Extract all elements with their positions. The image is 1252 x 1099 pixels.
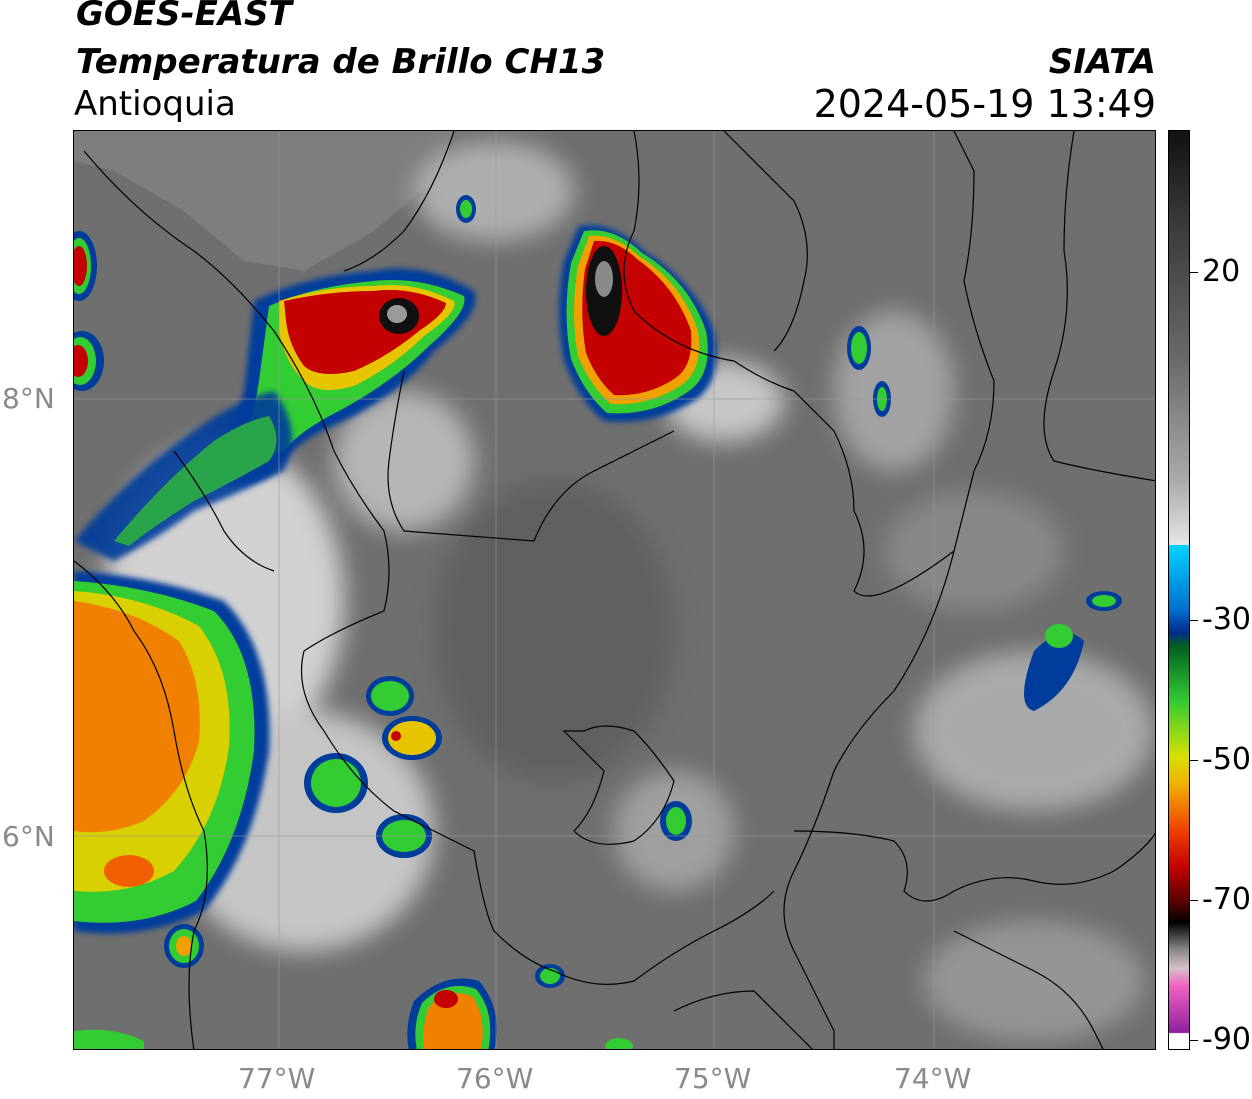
brand-label: SIATA bbox=[1048, 42, 1156, 82]
lon-label-76: 76°W bbox=[456, 1062, 534, 1095]
map-canvas bbox=[74, 131, 1155, 1049]
colorbar-tick-minus90 bbox=[1190, 1040, 1198, 1041]
small-cells bbox=[74, 195, 1122, 1049]
satellite-title: GOES-EAST bbox=[76, 0, 292, 34]
boundaries bbox=[74, 131, 1155, 1049]
colorbar-label-minus30: -30 bbox=[1202, 602, 1251, 637]
colorbar-gradient bbox=[1169, 131, 1189, 1049]
graticule bbox=[74, 131, 1155, 1049]
timestamp-label: 2024-05-19 13:49 bbox=[813, 82, 1156, 126]
lon-label-75: 75°W bbox=[674, 1062, 752, 1095]
satellite-map[interactable] bbox=[73, 130, 1156, 1050]
colorbar-tick-20 bbox=[1190, 272, 1198, 273]
colorbar-tick-minus30 bbox=[1190, 620, 1198, 621]
colorbar-tick-minus70 bbox=[1190, 900, 1198, 901]
product-title: Temperatura de Brillo CH13 bbox=[76, 42, 606, 82]
colorbar-tick-minus50 bbox=[1190, 760, 1198, 761]
lat-label-6: 6°N bbox=[2, 820, 55, 853]
lon-label-77: 77°W bbox=[238, 1062, 316, 1095]
region-title: Antioquia bbox=[74, 84, 236, 124]
colorbar-label-minus70: -70 bbox=[1202, 882, 1251, 917]
lat-label-8: 8°N bbox=[2, 382, 55, 415]
storm-cell-west bbox=[74, 571, 270, 934]
lon-label-74: 74°W bbox=[894, 1062, 972, 1095]
storm-cell-north bbox=[559, 225, 717, 422]
colorbar-label-20: 20 bbox=[1202, 254, 1241, 289]
colorbar-label-minus90: -90 bbox=[1202, 1022, 1251, 1057]
colorbar-label-minus50: -50 bbox=[1202, 742, 1251, 777]
temperature-colorbar bbox=[1168, 130, 1190, 1050]
